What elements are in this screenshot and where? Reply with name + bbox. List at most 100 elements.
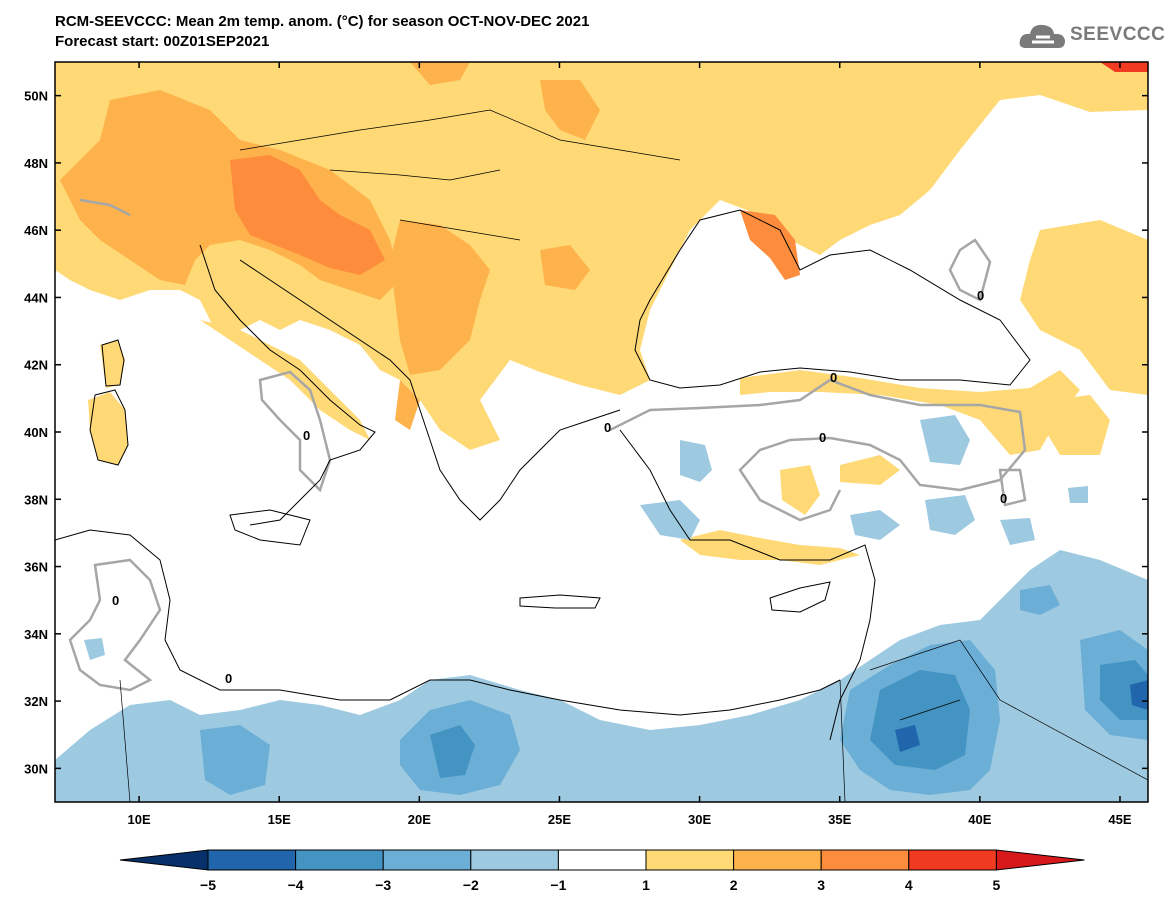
border-lines bbox=[119, 109, 1148, 802]
colorbar-segment bbox=[557, 849, 647, 871]
lat-tick-label: 32N bbox=[24, 694, 48, 709]
coastlines bbox=[55, 109, 1148, 802]
contour-line bbox=[998, 468, 1027, 507]
coastline-balkans bbox=[239, 259, 621, 521]
lat-tick-label: 46N bbox=[24, 223, 48, 238]
colorbar-segment bbox=[908, 849, 997, 871]
lat-tick-label: 38N bbox=[24, 492, 48, 507]
lon-tick-label: 40E bbox=[968, 812, 991, 827]
contour-label: 0 bbox=[977, 288, 984, 303]
colorbar-segment bbox=[733, 849, 822, 871]
cold-patch-5 bbox=[1020, 585, 1060, 615]
contour-line bbox=[609, 378, 1027, 522]
coastline-corsica bbox=[101, 339, 125, 387]
warm-region-italy bbox=[200, 320, 370, 440]
warm-patch-2 bbox=[390, 220, 490, 375]
contour-label: 0 bbox=[1000, 491, 1007, 506]
colorbar-label: 1 bbox=[642, 877, 650, 893]
contour-line bbox=[258, 370, 332, 493]
lon-tick-label: 20E bbox=[408, 812, 431, 827]
contour-label: 0 bbox=[819, 430, 826, 445]
lat-tick-label: 40N bbox=[24, 425, 48, 440]
lat-tick-label: 44N bbox=[24, 290, 48, 305]
coastline-cyprus bbox=[769, 581, 831, 613]
lat-tick-label: 48N bbox=[24, 156, 48, 171]
contour-line bbox=[68, 558, 162, 692]
warm-patch-6 bbox=[395, 380, 420, 430]
warm-region-turkey-south bbox=[680, 530, 860, 565]
warm-patch-7 bbox=[230, 155, 385, 275]
coastline-black-sea bbox=[634, 209, 1031, 389]
colorbar-segment bbox=[382, 849, 472, 871]
colorbar-label: −5 bbox=[200, 877, 216, 893]
contour-line bbox=[79, 198, 131, 217]
anomaly-field bbox=[55, 62, 1148, 802]
colorbar: −5 −4 −3 −2 −1 1 2 3 4 5 bbox=[119, 849, 1085, 893]
lat-tick-label: 30N bbox=[24, 761, 48, 776]
latitude-axis: 50N 48N 46N 44N 42N 40N 38N 36N 34N 32N 30N bbox=[24, 89, 1148, 776]
title-line-1: RCM-SEEVCCC: Mean 2m temp. anom. (°C) fo… bbox=[55, 13, 590, 30]
cold-region-tunisia bbox=[84, 638, 105, 660]
lat-tick-label: 50N bbox=[24, 89, 48, 104]
coastline-crete bbox=[519, 594, 601, 609]
warm-region-east-right bbox=[1045, 395, 1110, 455]
cold-region-anatolia-1 bbox=[680, 440, 712, 482]
lon-tick-label: 25E bbox=[548, 812, 571, 827]
chart-title: RCM-SEEVCCC: Mean 2m temp. anom. (°C) fo… bbox=[55, 12, 589, 52]
colorbar-label: −3 bbox=[375, 877, 391, 893]
colorbar-segment bbox=[820, 849, 910, 871]
colorbar-segment bbox=[645, 849, 735, 871]
colorbar-label: −4 bbox=[288, 877, 304, 893]
colorbar-label: 4 bbox=[905, 877, 913, 893]
lat-tick-label: 34N bbox=[24, 627, 48, 642]
cloud-icon bbox=[1019, 24, 1065, 48]
logo-text: SEEVCCC bbox=[1070, 24, 1165, 45]
colorbar-extend-high bbox=[995, 849, 1085, 871]
lon-tick-label: 15E bbox=[268, 812, 291, 827]
warm-region-sardinia bbox=[88, 392, 128, 465]
contour-label: 0 bbox=[830, 370, 837, 385]
coastline-sardinia bbox=[89, 389, 129, 466]
coastline-africa bbox=[55, 529, 841, 716]
cold-patch-7 bbox=[430, 725, 475, 778]
cold-region-anatolia-2 bbox=[920, 415, 970, 465]
lat-tick-label: 36N bbox=[24, 560, 48, 575]
colorbar-segment bbox=[470, 849, 559, 871]
title-line-2: Forecast start: 00Z01SEP2021 bbox=[55, 33, 270, 50]
contour-line bbox=[948, 238, 992, 302]
lon-tick-label: 45E bbox=[1108, 812, 1131, 827]
seevccc-logo: SEEVCCC bbox=[1018, 20, 1165, 54]
coastline-turkey-south bbox=[619, 429, 876, 741]
colorbar-segment bbox=[295, 849, 384, 871]
lon-tick-label: 35E bbox=[828, 812, 851, 827]
warm-patch-3 bbox=[540, 80, 600, 140]
colorbar-label: 3 bbox=[817, 877, 825, 893]
warm-region-anatolia bbox=[780, 455, 900, 515]
warm-patch-5 bbox=[410, 62, 470, 85]
coastline-italy bbox=[199, 244, 376, 526]
contour-label: 0 bbox=[303, 428, 310, 443]
colorbar-label: −2 bbox=[463, 877, 479, 893]
lat-tick-label: 42N bbox=[24, 358, 48, 373]
cold-region-anatolia-3 bbox=[640, 486, 1088, 545]
warm-region-europe bbox=[55, 62, 1148, 450]
zero-contours bbox=[68, 198, 1027, 692]
colorbar-label: 2 bbox=[730, 877, 738, 893]
colorbar-label: −1 bbox=[550, 877, 566, 893]
warm-patch-9 bbox=[1100, 62, 1148, 72]
longitude-axis: 10E 15E 20E 25E 30E 35E 40E 45E bbox=[128, 62, 1132, 827]
lon-tick-label: 10E bbox=[128, 812, 151, 827]
contour-labels: 0 0 0 0 0 0 0 0 bbox=[112, 288, 1007, 686]
contour-label: 0 bbox=[604, 420, 611, 435]
coastline-sicily bbox=[229, 509, 311, 546]
warm-patch-4 bbox=[540, 245, 590, 290]
warm-region-east bbox=[1020, 220, 1148, 395]
cold-patch-6 bbox=[870, 670, 970, 770]
warm-region-turkey-north bbox=[740, 370, 1080, 455]
cold-patch-2 bbox=[200, 725, 270, 795]
warm-patch-8 bbox=[740, 210, 800, 280]
contour-label: 0 bbox=[112, 593, 119, 608]
colorbar-extend-low bbox=[119, 849, 209, 871]
warm-region-corsica bbox=[100, 340, 125, 388]
